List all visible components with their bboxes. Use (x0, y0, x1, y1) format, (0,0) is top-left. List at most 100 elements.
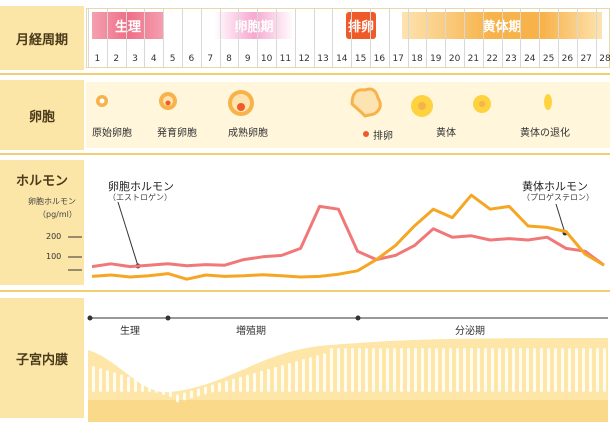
endometrium-gland (400, 348, 403, 392)
day-gridline (332, 8, 334, 68)
row-separator (0, 73, 610, 75)
day-gridline (501, 8, 503, 68)
follicle-label-developing: 発育卵胞 (157, 128, 197, 139)
luteal-regressing-icon (473, 95, 491, 113)
endometrium-gland (554, 348, 557, 392)
endometrium-gland (428, 348, 431, 392)
day-gridline (520, 8, 522, 68)
day-label: 27 (580, 54, 592, 64)
day-label: 17 (392, 54, 404, 64)
day-label: 5 (169, 54, 176, 64)
endometrium-gland (372, 348, 375, 392)
day-label: 11 (279, 54, 292, 64)
endometrium-gland (456, 348, 459, 392)
day-gridline (388, 8, 390, 68)
row-label-follicle: 卵胞 (0, 80, 84, 150)
endometrium-gland (134, 378, 137, 392)
row-separator (0, 290, 610, 292)
progesterone-series-line (91, 193, 605, 281)
endometrium-gland (414, 348, 417, 392)
follicle-label-ovulation: 排卵 (373, 131, 393, 142)
endometrium-gland (344, 348, 347, 392)
day-gridline (595, 8, 597, 68)
follicle-label-corpus-luteum: 黄体 (436, 128, 456, 139)
endometrium-gland (533, 348, 536, 392)
endometrium-gland (295, 361, 298, 392)
endometrium-gland (260, 370, 263, 392)
endometrium-gland (127, 376, 130, 392)
endometrium-gland (246, 374, 249, 392)
endometrium-gland (393, 348, 396, 392)
follicle-label-primordial: 原始卵胞 (92, 128, 132, 139)
endometrium-gland (176, 394, 179, 403)
progesterone-label: 黄体ホルモン (522, 180, 588, 193)
endometrium-gland (330, 348, 333, 392)
endometrium-gland (512, 348, 515, 392)
day-label: 26 (561, 54, 574, 64)
endometrium-base (88, 395, 608, 422)
endometrium-gland (211, 384, 214, 393)
endometrium-gland (589, 348, 592, 392)
day-label: 21 (467, 54, 480, 64)
day-gridline (163, 8, 165, 68)
endometrium-gland (498, 348, 501, 392)
day-gridline (257, 8, 259, 68)
endometrium-gland (547, 348, 550, 392)
follicle-label-regression: 黄体の退化 (520, 128, 570, 139)
day-label: 18 (411, 54, 423, 64)
endometrium-gland (337, 348, 340, 392)
day-gridline (370, 8, 371, 68)
progesterone-sublabel: （プロゲステロン） (522, 193, 594, 202)
endometrium-gland (204, 386, 207, 395)
corpus-luteum-icon (411, 95, 433, 117)
day-label: 19 (430, 54, 442, 64)
day-gridline (125, 8, 127, 68)
endometrium-gland (232, 378, 235, 392)
mature-follicle-icon (228, 90, 254, 116)
day-label: 12 (298, 54, 310, 64)
endometrium-gland (519, 348, 522, 392)
day-label: 15 (354, 54, 367, 64)
day-gridline (88, 8, 89, 68)
day-gridline (276, 8, 277, 68)
endometrium-gland (197, 388, 200, 397)
endometrium-gland (540, 348, 543, 392)
endometrium-gland (120, 374, 123, 392)
luteal-regressed-icon (544, 94, 552, 110)
day-label: 10 (260, 54, 273, 64)
endometrium-gland (568, 348, 571, 392)
follicle-label-mature: 成熟卵胞 (228, 128, 268, 139)
endometrium-gland (267, 368, 270, 392)
y-axis-title: 卵胞ホルモン (28, 197, 76, 206)
endometrium-gland (596, 348, 599, 392)
day-gridline (106, 8, 108, 68)
day-label: 4 (150, 54, 157, 64)
endometrium-glands (92, 348, 606, 403)
endometrium-gland (442, 348, 445, 392)
endometrium-gland (92, 366, 95, 392)
row-label-hormone: ホルモン (0, 160, 84, 285)
endometrium-gland (386, 348, 389, 392)
phase-follicular: 卵胞期 (214, 12, 294, 39)
day-label: 24 (524, 54, 536, 64)
endometrium-gland (526, 348, 529, 392)
y-axis-unit: （pg/ml） (38, 210, 77, 219)
day-label: 22 (486, 54, 498, 64)
endometrium-phase-menstrual: 生理 (120, 326, 140, 337)
endometrium-gland (561, 348, 564, 392)
y-tick-200: 200 (46, 232, 62, 241)
endometrium-gland (162, 387, 165, 395)
endometrium-phase-proliferative: 増殖期 (236, 326, 266, 337)
day-label: 16 (373, 54, 386, 64)
day-gridline (200, 8, 202, 68)
day-label: 25 (542, 54, 555, 64)
endometrium-gland (302, 359, 305, 392)
day-label: 14 (336, 54, 348, 64)
day-gridline (351, 8, 353, 68)
follicle-row-bg (86, 82, 610, 148)
day-gridline (482, 8, 484, 68)
endometrium-gland (351, 348, 354, 392)
